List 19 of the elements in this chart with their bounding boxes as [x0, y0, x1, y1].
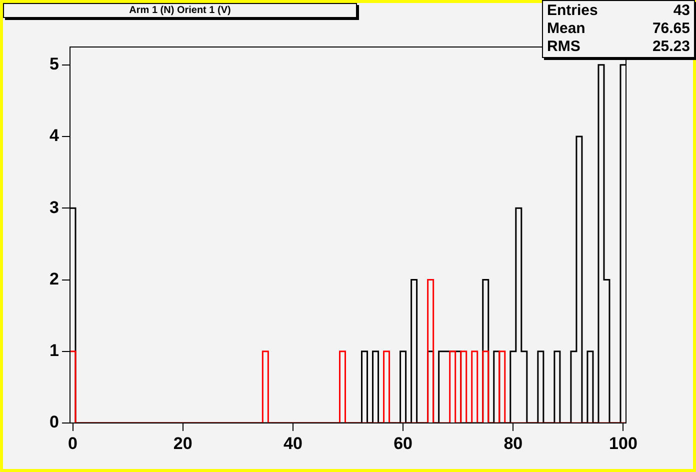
text: Entries: [547, 2, 599, 20]
y-tick-label: 2: [50, 269, 59, 288]
x-tick-label: 100: [609, 434, 638, 453]
text: Mean: [547, 20, 586, 38]
x-tick-label: 0: [68, 434, 78, 453]
y-tick-label: 1: [50, 341, 59, 360]
text: 25.23: [651, 38, 690, 56]
x-tick-label: 60: [394, 434, 413, 453]
x-tick-label: 80: [504, 434, 523, 453]
x-tick-label: 40: [283, 434, 302, 453]
x-tick-label: 20: [173, 434, 192, 453]
y-tick-label: 5: [50, 54, 59, 74]
text: 76.65: [651, 20, 690, 38]
text: 43: [672, 2, 690, 20]
y-tick-label: 3: [50, 198, 59, 217]
y-tick-label: 4: [50, 126, 60, 146]
y-tick-label: 0: [50, 412, 59, 432]
annotation: RMS: [547, 38, 582, 56]
chart-title: Arm 1 (N) Orient 1 (V): [3, 3, 357, 18]
